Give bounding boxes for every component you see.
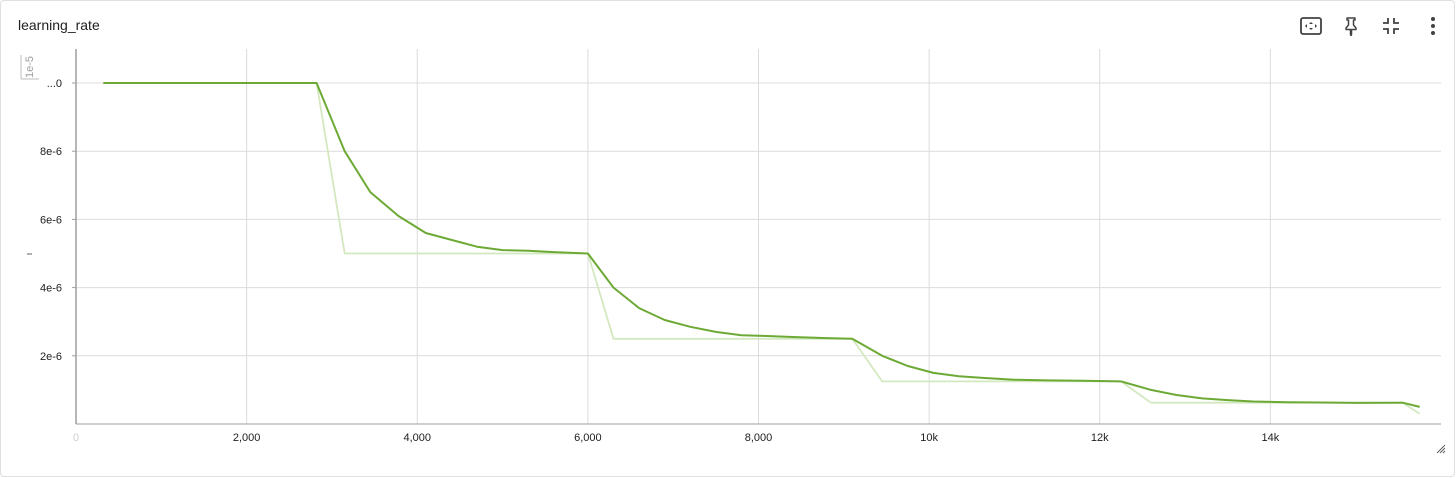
series-line-smoothed [103,82,1420,408]
y-tick-label: 4e-6 [40,283,62,295]
x-tick-label: 14k [1262,432,1280,444]
pin-icon [1345,17,1357,36]
y-tick-label: 8e-6 [40,146,62,158]
fit-domain-button[interactable] [1298,13,1324,39]
y-tick-label: 6e-6 [40,214,62,226]
more-vert-icon [1431,17,1435,35]
x-tick-label: 10k [920,432,938,444]
x-tick-label: 4,000 [403,432,431,444]
y-tick-label: ...0 [47,78,62,90]
more-options-button[interactable] [1420,13,1446,39]
fit-to-data-icon [1300,17,1322,35]
y-tick-label: 2e-6 [40,351,62,363]
series-line-raw [103,82,1421,415]
collapse-button[interactable] [1378,13,1404,39]
x-tick-label: 8,000 [745,432,773,444]
x-tick-label: 0 [73,432,79,444]
pin-button[interactable] [1338,13,1364,39]
x-tick-label: 6,000 [574,432,602,444]
card-title: learning_rate [18,17,100,33]
x-tick-label: 12k [1091,432,1109,444]
x-tick-label: 2,000 [233,432,261,444]
resize-handle-icon[interactable] [1436,444,1446,454]
fullscreen-exit-icon [1383,18,1399,34]
y-exponent-label: 1e-5 [24,56,36,78]
